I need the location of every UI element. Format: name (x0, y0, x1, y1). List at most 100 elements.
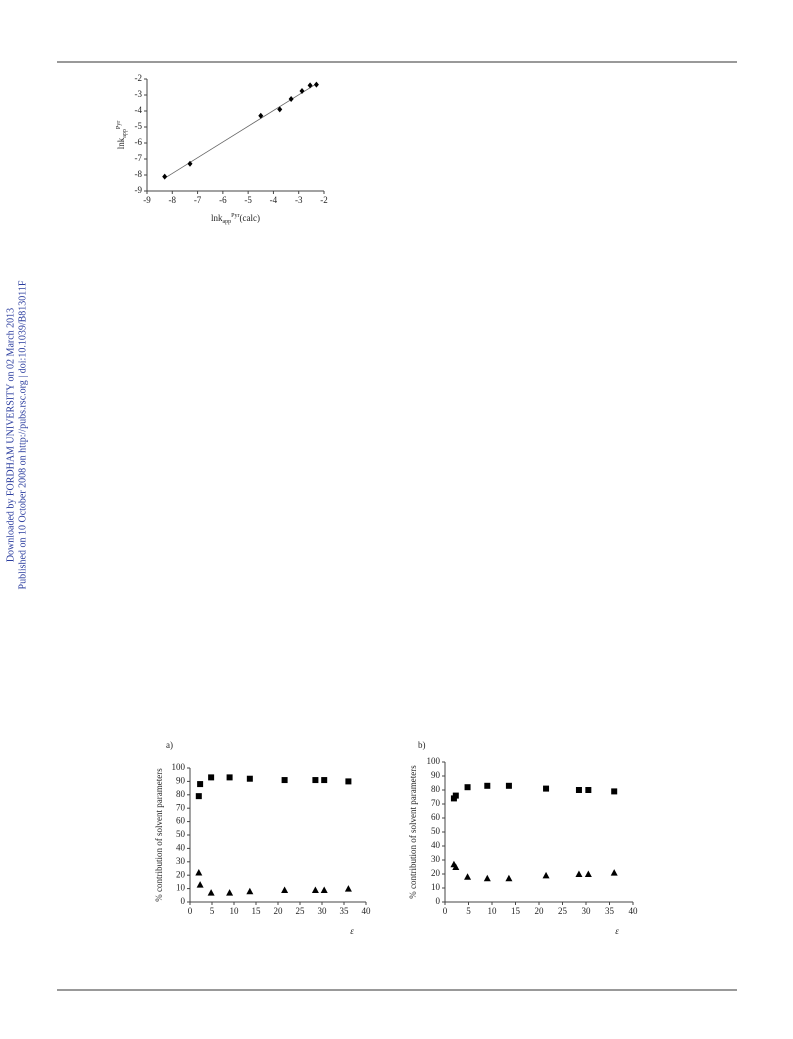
marker (258, 112, 264, 119)
x-tick-label: -4 (270, 195, 278, 205)
x-tick-label: -3 (295, 195, 303, 205)
y-tick-label: 10 (176, 883, 186, 893)
axis-label-main: lnk (116, 137, 126, 149)
trend-line (164, 83, 317, 179)
marker (483, 874, 491, 882)
x-tick-label: 0 (188, 906, 193, 916)
marker (313, 81, 319, 88)
marker (277, 106, 283, 113)
marker (196, 881, 204, 888)
axis-label-sup: Pyr (116, 121, 122, 129)
marker (484, 782, 491, 789)
marker (311, 886, 319, 893)
marker (281, 777, 288, 784)
x-axis-label: ε (350, 926, 354, 936)
y-tick-label: -4 (135, 105, 143, 115)
x-tick-label: 15 (252, 906, 262, 916)
axis-label-suffix: (calc) (240, 213, 260, 223)
y-tick-label: 30 (431, 854, 441, 864)
x-tick-label: 25 (558, 906, 568, 916)
y-tick-label: -7 (135, 153, 143, 163)
marker (505, 782, 512, 789)
panel-label: b) (418, 740, 426, 750)
x-tick-label: 35 (605, 906, 615, 916)
y-tick-label: 70 (431, 798, 441, 808)
marker (187, 160, 193, 167)
axis-label-sub: app (223, 219, 232, 225)
y-tick-label: -5 (135, 121, 143, 131)
marker (226, 889, 234, 896)
y-tick-label: 90 (431, 770, 441, 780)
y-tick-label: -9 (135, 185, 143, 195)
marker (207, 889, 215, 896)
y-tick-label: 50 (431, 826, 441, 836)
y-tick-label: -3 (135, 89, 143, 99)
marker (312, 777, 319, 784)
y-tick-label: 60 (176, 816, 186, 826)
y-tick-label: 50 (176, 829, 186, 839)
marker (307, 82, 313, 89)
x-tick-label: 5 (466, 906, 471, 916)
watermark-line: Downloaded by FORDHAM UNIVERSITY on 02 M… (5, 308, 16, 562)
marker (320, 886, 328, 893)
marker (505, 874, 513, 882)
marker (226, 774, 233, 781)
marker (246, 887, 254, 895)
x-tick-label: 0 (443, 906, 448, 916)
axis-label-main: lnk (211, 213, 223, 223)
x-tick-label: -5 (244, 195, 252, 205)
marker (288, 96, 294, 102)
y-tick-label: 60 (431, 812, 441, 822)
y-tick-label: 90 (176, 775, 186, 785)
y-tick-label: 80 (431, 784, 441, 794)
x-axis-label: ε (615, 926, 619, 936)
panel-label: a) (166, 740, 173, 750)
marker (542, 871, 550, 879)
y-tick-label: 80 (176, 789, 186, 799)
y-tick-label: 0 (436, 896, 441, 906)
marker (345, 778, 352, 785)
x-tick-label: 30 (318, 906, 328, 916)
y-tick-label: 40 (431, 840, 441, 850)
marker (195, 793, 202, 800)
marker (197, 781, 204, 788)
marker (321, 777, 328, 784)
y-tick-label: 40 (176, 842, 186, 852)
marker (299, 88, 305, 94)
y-tick-label: 30 (176, 856, 186, 866)
x-tick-label: 15 (511, 906, 521, 916)
y-tick-label: 100 (427, 756, 441, 766)
marker (464, 784, 471, 791)
marker (452, 863, 460, 870)
marker (575, 870, 583, 877)
marker (610, 869, 618, 876)
axis-label: lnkappPyr (116, 121, 128, 150)
marker (464, 873, 472, 880)
y-tick-label: 20 (176, 869, 186, 879)
x-tick-label: 20 (274, 906, 284, 916)
axis-label: lnkappPyr(calc) (211, 213, 260, 225)
y-axis-label: % contribution of solvent parameters (408, 765, 418, 899)
x-tick-label: 40 (629, 906, 639, 916)
y-tick-label: -2 (135, 73, 143, 83)
x-tick-label: 30 (582, 906, 592, 916)
marker (543, 785, 550, 792)
axis-label-sup: Pyr (231, 213, 239, 219)
marker (281, 886, 289, 893)
x-tick-label: 5 (210, 906, 215, 916)
marker (162, 173, 168, 180)
y-tick-label: -8 (135, 169, 143, 179)
marker (195, 869, 203, 876)
x-tick-label: -8 (169, 195, 177, 205)
x-tick-label: -2 (320, 195, 328, 205)
axis-label-sub: app (122, 129, 128, 138)
y-tick-label: -6 (135, 137, 143, 147)
watermark-line: Published on 10 October 2008 on http://p… (17, 280, 28, 589)
y-tick-label: 10 (431, 882, 441, 892)
x-tick-label: 40 (362, 906, 372, 916)
x-tick-label: -7 (194, 195, 202, 205)
marker (246, 775, 253, 782)
y-tick-label: 0 (181, 896, 186, 906)
marker (208, 774, 215, 781)
